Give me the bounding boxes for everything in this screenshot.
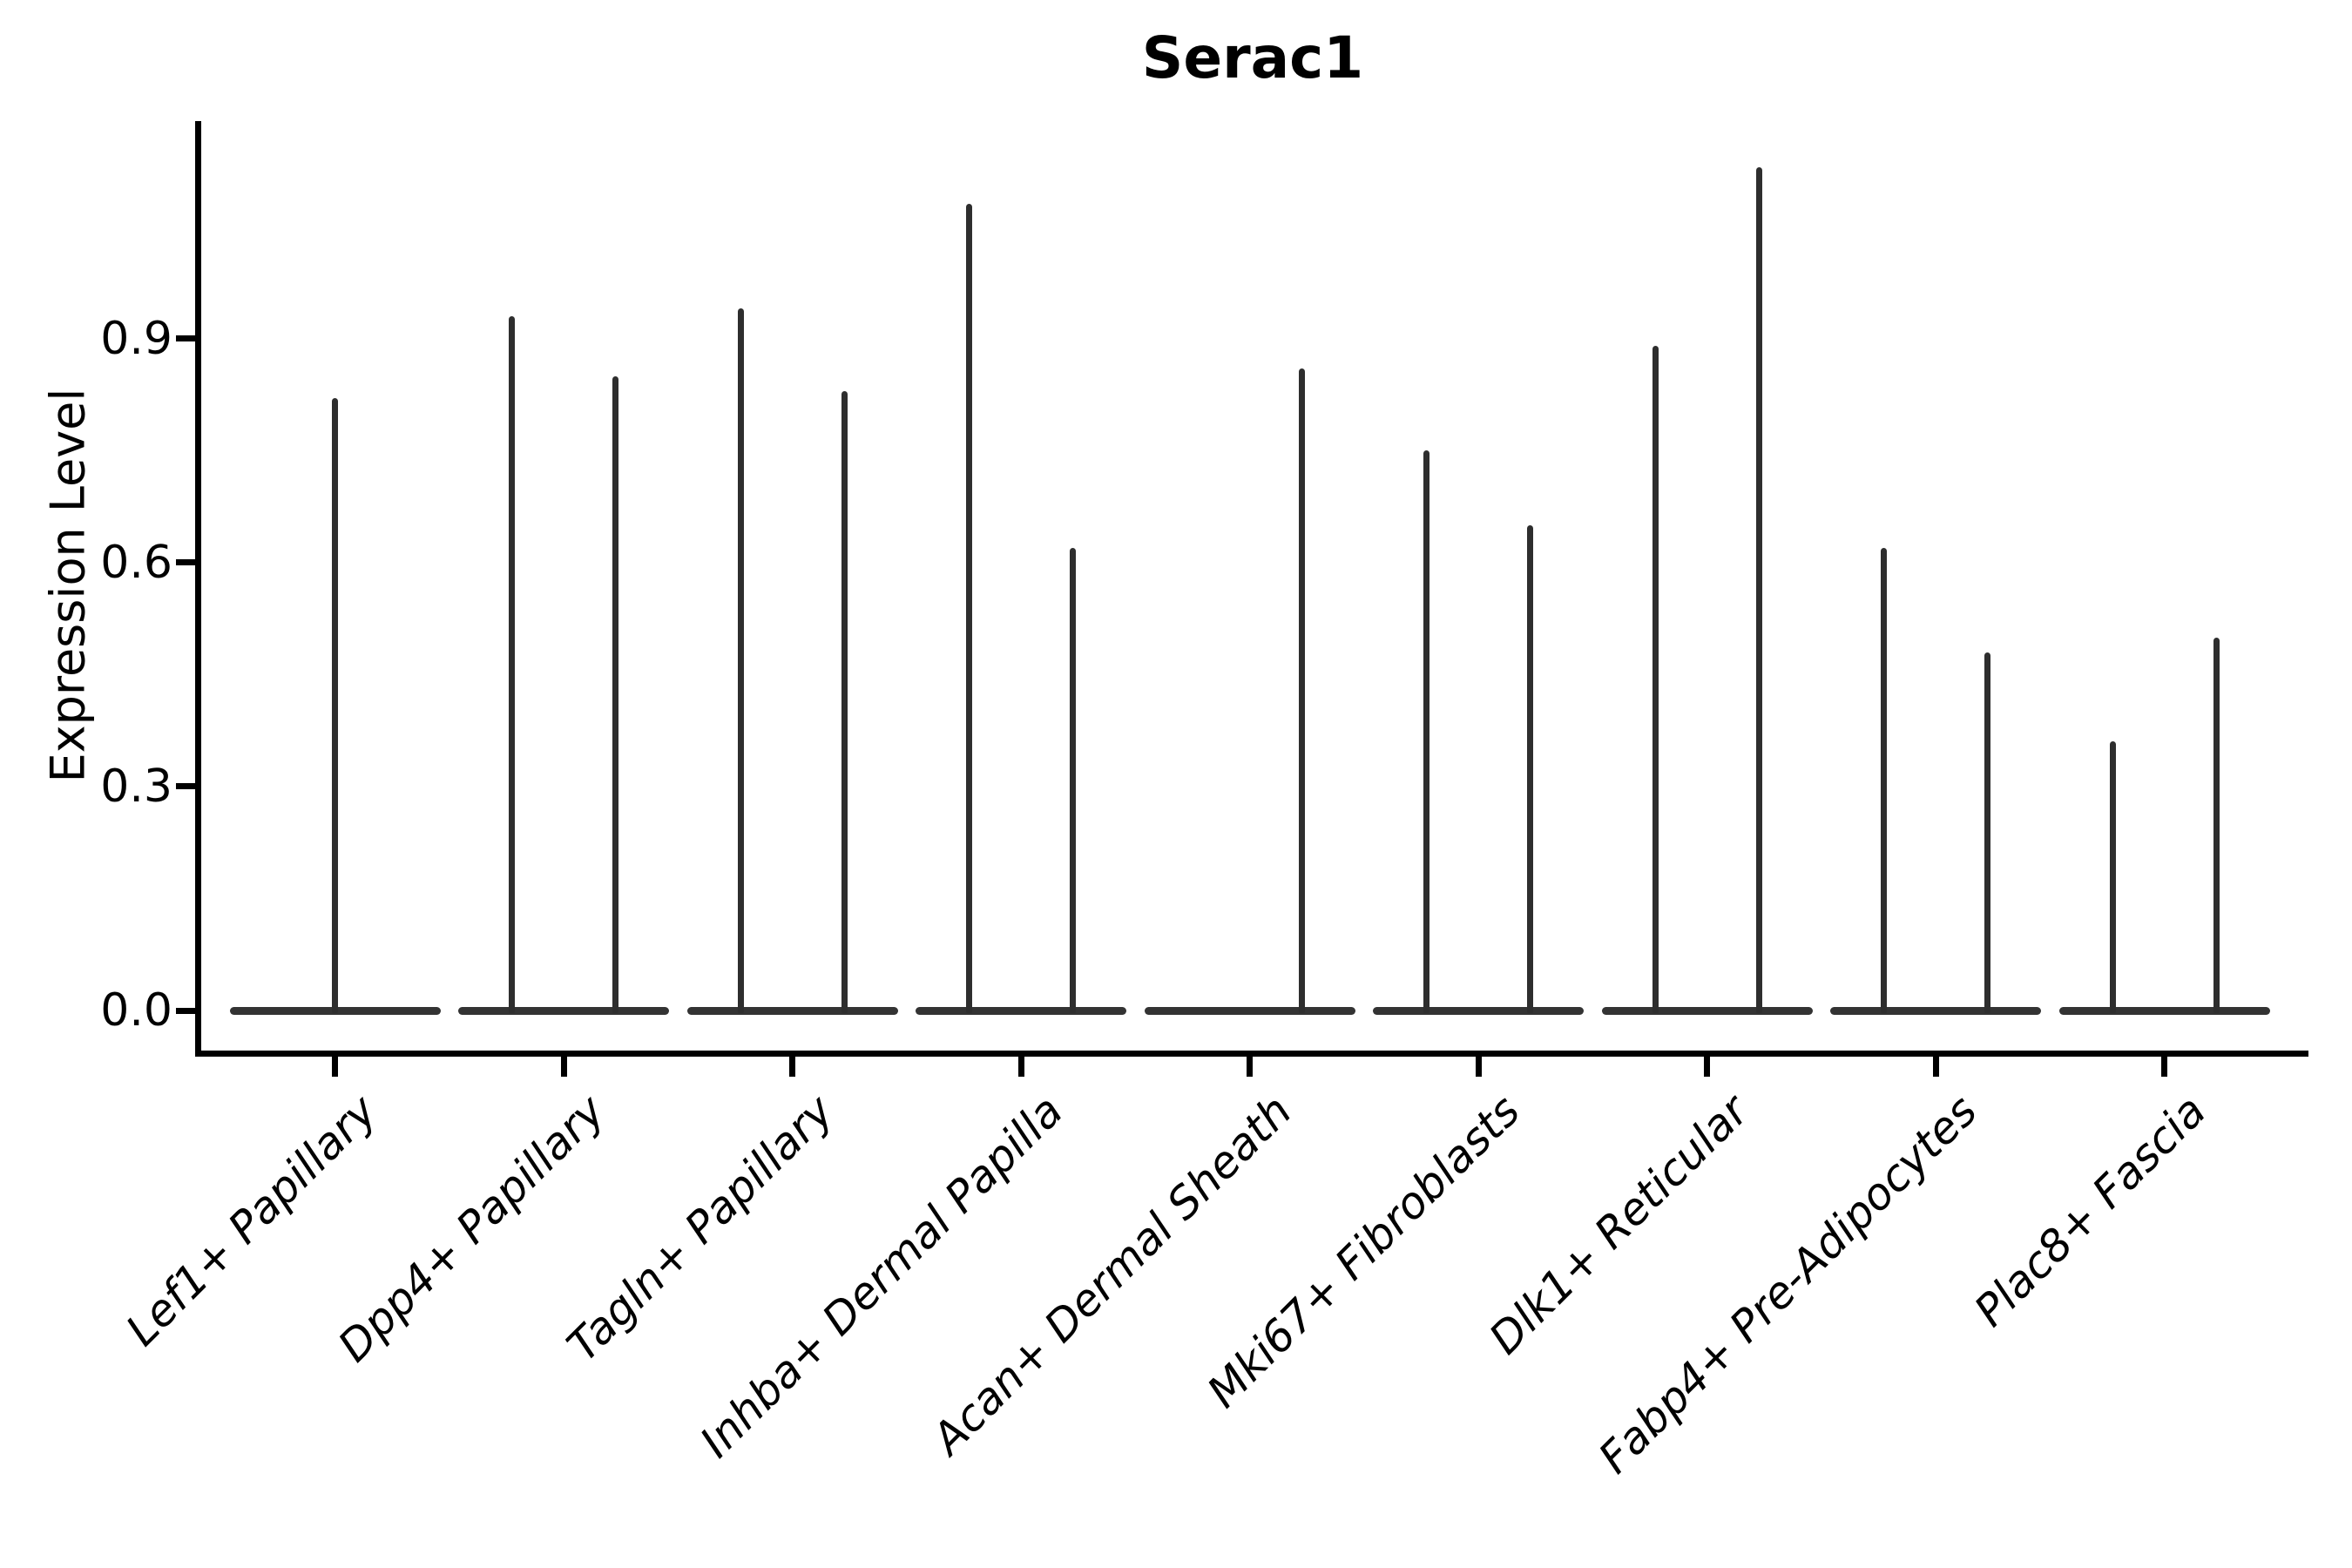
- x-axis-tick: [1932, 1056, 1939, 1077]
- x-axis-tick: [1704, 1056, 1710, 1077]
- violin-spike: [1755, 166, 1762, 1013]
- violin-spike: [612, 375, 618, 1013]
- chart-title: Serac1: [1141, 24, 1364, 91]
- violin-spike: [332, 398, 338, 1013]
- violin-spike: [1423, 450, 1429, 1013]
- violin-baseline: [686, 1007, 898, 1015]
- violin-baseline: [2058, 1007, 2270, 1015]
- violin-baseline: [1373, 1007, 1584, 1015]
- violin-spike: [737, 308, 744, 1013]
- y-axis-tick: [176, 559, 195, 566]
- violin-spike: [1984, 652, 1990, 1013]
- y-axis-tick-label: 0.6: [100, 536, 172, 589]
- violin-spike: [841, 390, 848, 1013]
- violin-spike: [509, 315, 515, 1013]
- y-axis-tick-label: 0.3: [100, 760, 172, 813]
- x-axis-tick-label: Plac8+ Fascia: [1964, 1085, 2216, 1336]
- violin-spike: [1527, 524, 1533, 1013]
- violin-baseline: [1601, 1007, 1813, 1015]
- x-axis-tick: [332, 1056, 338, 1077]
- violin-spike: [1881, 547, 1887, 1013]
- y-axis-spine: [195, 121, 201, 1056]
- violin-baseline: [1144, 1007, 1355, 1015]
- violin-spike: [2109, 741, 2116, 1013]
- x-axis-tick: [1017, 1056, 1024, 1077]
- y-axis-tick: [176, 783, 195, 790]
- x-axis-spine: [195, 1051, 2308, 1057]
- violin-baseline: [458, 1007, 669, 1015]
- violin-baseline: [916, 1007, 1126, 1015]
- violin-spike: [2213, 637, 2220, 1013]
- x-axis-tick: [1247, 1056, 1253, 1077]
- x-axis-tick: [789, 1056, 795, 1077]
- violin-baseline: [1830, 1007, 2041, 1015]
- violin-spike: [1652, 346, 1659, 1013]
- y-axis-tick: [176, 1007, 195, 1014]
- x-axis-tick-label: Inhba+ Dermal Papilla: [690, 1085, 1073, 1468]
- x-axis-tick: [1475, 1056, 1482, 1077]
- x-axis-tick-label: Lef1+ Papillary: [116, 1085, 387, 1356]
- violin-spike: [966, 204, 972, 1013]
- y-axis-tick-label: 0.9: [100, 312, 172, 365]
- x-axis-tick: [560, 1056, 567, 1077]
- violin-spike: [1070, 547, 1076, 1013]
- x-axis-tick-label: Fabp4+ Pre-Adipocytes: [1589, 1085, 1988, 1484]
- y-axis-tick: [176, 335, 195, 342]
- y-axis-tick-label: 0.0: [100, 984, 172, 1037]
- violin-spike: [1298, 368, 1305, 1013]
- x-axis-tick: [2161, 1056, 2167, 1077]
